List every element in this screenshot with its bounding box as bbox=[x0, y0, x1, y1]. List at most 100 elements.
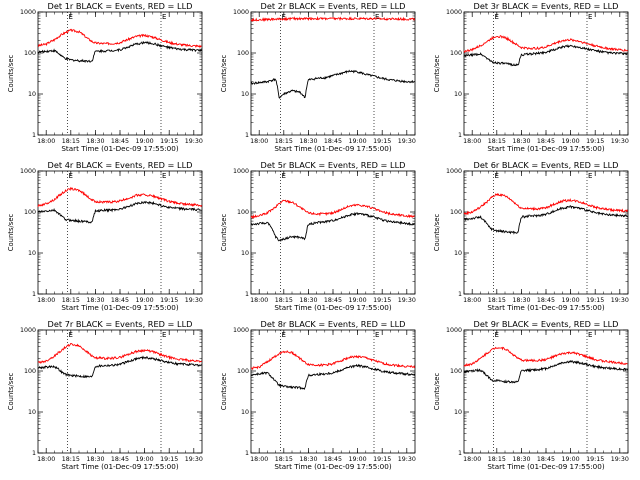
x-tick-label: 19:30 bbox=[398, 456, 416, 463]
plot-frame bbox=[250, 170, 416, 295]
y-tick-label: 1 bbox=[458, 132, 462, 139]
y-tick-label: 1 bbox=[245, 291, 249, 298]
detector-panel-4: Det 4r BLACK = Events, RED = LLD 1 10 100 10… bbox=[7, 160, 203, 312]
x-tick-label: 18:00 bbox=[463, 138, 481, 145]
x-tick-label: 18:00 bbox=[250, 297, 268, 304]
x-tick-label: 19:15 bbox=[160, 138, 178, 145]
y-tick-label: 100 bbox=[450, 50, 462, 57]
x-tick-label: 19:00 bbox=[562, 138, 580, 145]
y-axis-label: Counts/sec bbox=[433, 55, 441, 93]
plot-frame bbox=[463, 170, 629, 295]
lld-series-line bbox=[37, 343, 202, 365]
events-series-line bbox=[37, 200, 202, 224]
x-tick-label: 18:30 bbox=[86, 138, 104, 145]
x-tick-label: 18:45 bbox=[111, 297, 129, 304]
x-tick-label: 18:15 bbox=[488, 138, 506, 145]
y-axis-label: Counts/sec bbox=[220, 214, 228, 252]
x-tick-label: 18:30 bbox=[512, 138, 530, 145]
y-tick-label: 100 bbox=[450, 368, 462, 375]
x-tick-label: 18:45 bbox=[324, 297, 342, 304]
events-series-line bbox=[250, 363, 416, 391]
x-tick-label: 19:30 bbox=[185, 456, 203, 463]
x-tick-label: 18:00 bbox=[37, 138, 55, 145]
y-tick-label: 1000 bbox=[233, 168, 249, 175]
x-axis-label: Start Time (01-Dec-09 17:55:00) bbox=[487, 462, 604, 471]
x-tick-label: 18:30 bbox=[299, 138, 317, 145]
event-marker-label: E bbox=[375, 172, 379, 180]
event-marker-label: E bbox=[588, 172, 592, 180]
x-tick-label: 18:00 bbox=[37, 297, 55, 304]
x-tick-label: 19:00 bbox=[136, 456, 154, 463]
x-tick-label: 18:15 bbox=[488, 297, 506, 304]
event-marker-label: E bbox=[495, 331, 499, 339]
x-tick-label: 19:00 bbox=[136, 297, 154, 304]
y-axis-label: Counts/sec bbox=[433, 373, 441, 411]
y-tick-label: 1000 bbox=[233, 327, 249, 334]
x-axis-label: Start Time (01-Dec-09 17:55:00) bbox=[61, 462, 178, 471]
lld-series-line bbox=[37, 186, 202, 208]
y-axis-label: Counts/sec bbox=[7, 373, 15, 411]
y-tick-label: 100 bbox=[237, 368, 249, 375]
x-tick-label: 19:00 bbox=[562, 456, 580, 463]
x-tick-label: 18:45 bbox=[324, 138, 342, 145]
x-tick-label: 18:15 bbox=[62, 138, 80, 145]
x-tick-label: 19:30 bbox=[611, 297, 629, 304]
y-tick-label: 1000 bbox=[20, 168, 36, 175]
event-marker-label: E bbox=[375, 331, 379, 339]
x-tick-label: 19:15 bbox=[373, 456, 391, 463]
y-tick-label: 10 bbox=[28, 91, 36, 98]
x-tick-label: 19:15 bbox=[373, 297, 391, 304]
x-tick-label: 19:00 bbox=[562, 297, 580, 304]
event-marker-label: E bbox=[282, 172, 286, 180]
lld-series-line bbox=[463, 35, 628, 54]
x-tick-label: 19:00 bbox=[349, 456, 367, 463]
detector-panel-5: Det 5r BLACK = Events, RED = LLD 1 10 100 10… bbox=[220, 160, 416, 312]
events-series-line bbox=[463, 359, 628, 384]
y-tick-label: 1 bbox=[245, 450, 249, 457]
y-tick-label: 100 bbox=[237, 50, 249, 57]
x-axis-label: Start Time (01-Dec-09 17:55:00) bbox=[61, 144, 178, 153]
x-tick-label: 18:15 bbox=[275, 138, 293, 145]
lld-series-line bbox=[463, 192, 629, 216]
plot-frame bbox=[37, 329, 203, 454]
y-tick-label: 100 bbox=[24, 368, 36, 375]
y-tick-label: 10 bbox=[28, 409, 36, 416]
x-tick-label: 19:30 bbox=[398, 297, 416, 304]
events-series-line bbox=[250, 211, 415, 242]
y-tick-label: 100 bbox=[237, 209, 249, 216]
events-series-line bbox=[37, 40, 203, 64]
x-tick-label: 18:45 bbox=[324, 456, 342, 463]
y-axis-label: Counts/sec bbox=[7, 214, 15, 252]
x-tick-label: 18:30 bbox=[299, 297, 317, 304]
panel-title: Det 3r BLACK = Events, RED = LLD bbox=[474, 1, 619, 11]
y-axis-label: Counts/sec bbox=[220, 373, 228, 411]
x-tick-label: 18:00 bbox=[250, 138, 268, 145]
x-tick-label: 18:30 bbox=[512, 456, 530, 463]
plot-frame bbox=[250, 11, 416, 136]
plot-frame bbox=[463, 11, 629, 136]
event-marker-label: E bbox=[69, 172, 73, 180]
x-axis-label: Start Time (01-Dec-09 17:55:00) bbox=[274, 303, 391, 312]
y-tick-label: 1000 bbox=[20, 327, 36, 334]
x-tick-label: 19:15 bbox=[160, 456, 178, 463]
y-tick-label: 1 bbox=[32, 132, 36, 139]
event-marker-label: E bbox=[162, 172, 166, 180]
panel-title: Det 2r BLACK = Events, RED = LLD bbox=[261, 1, 406, 11]
event-marker-label: E bbox=[282, 331, 286, 339]
detector-panel-8: Det 8r BLACK = Events, RED = LLD 1 10 100 10… bbox=[220, 319, 416, 471]
events-series-line bbox=[463, 205, 628, 235]
event-marker-label: E bbox=[588, 13, 592, 21]
events-series-line bbox=[463, 44, 628, 67]
y-tick-label: 1 bbox=[458, 291, 462, 298]
x-tick-label: 18:00 bbox=[463, 297, 481, 304]
y-tick-label: 1 bbox=[32, 450, 36, 457]
event-marker-label: E bbox=[69, 13, 73, 21]
x-tick-label: 19:00 bbox=[136, 138, 154, 145]
x-tick-label: 18:30 bbox=[86, 456, 104, 463]
event-marker-label: E bbox=[495, 13, 499, 21]
event-marker-label: E bbox=[588, 331, 592, 339]
y-tick-label: 10 bbox=[454, 250, 462, 257]
y-tick-label: 100 bbox=[24, 209, 36, 216]
panel-title: Det 9r BLACK = Events, RED = LLD bbox=[474, 319, 619, 329]
x-tick-label: 18:45 bbox=[537, 456, 555, 463]
